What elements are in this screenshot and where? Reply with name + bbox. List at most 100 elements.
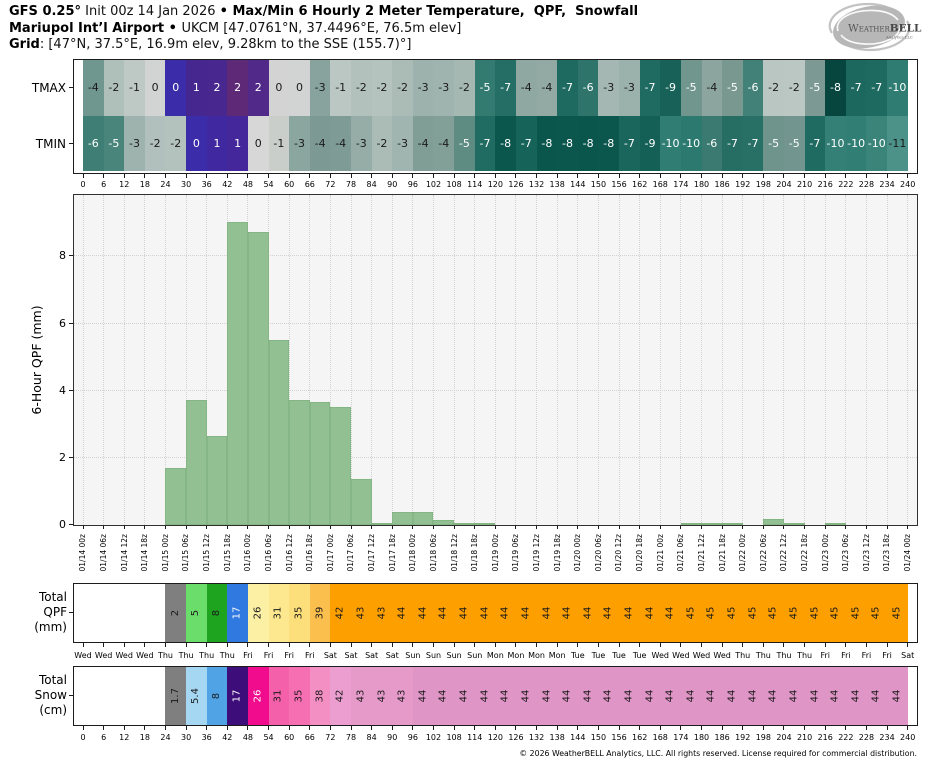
x-tick-mark <box>432 643 434 647</box>
hour-tick-label: 180 <box>693 733 710 742</box>
day-tick-label: Thu <box>755 651 771 660</box>
x-tick-mark <box>123 525 125 530</box>
x-tick-mark <box>474 643 476 647</box>
total-qpf-cell-value: 44 <box>623 606 635 620</box>
x-tick-mark <box>288 174 290 178</box>
x-tick-mark <box>907 174 909 178</box>
x-tick-mark <box>185 525 187 530</box>
hour-tick-label: 66 <box>304 180 315 190</box>
qpf-bar <box>371 523 393 525</box>
total-qpf-cell: 44 <box>536 583 558 642</box>
total-snow-cell: 17 <box>227 666 248 725</box>
x-tick-mark <box>82 174 84 178</box>
date-tick-label: 01/23 06z <box>841 533 851 571</box>
day-tick-label: Wed <box>672 651 690 660</box>
total-qpf-cell: 45 <box>783 583 805 642</box>
x-tick-mark <box>494 726 496 730</box>
total-snow-cell: 44 <box>454 666 475 725</box>
total-snow-cell: 44 <box>495 666 516 725</box>
x-tick-mark <box>247 174 249 178</box>
x-tick-mark <box>288 643 290 647</box>
total-qpf-cell-value: 5 <box>190 609 202 616</box>
x-tick-mark <box>824 525 826 530</box>
total-snow-cell: 44 <box>866 666 888 725</box>
vertical-gridline <box>329 194 331 525</box>
x-tick-mark <box>845 174 847 178</box>
day-tick-label: Sun <box>467 651 483 660</box>
x-tick-mark <box>845 726 847 730</box>
x-tick-mark <box>164 643 166 647</box>
y-tick-label: 2 <box>59 451 66 465</box>
total-snow-cell-value: 44 <box>417 689 429 703</box>
x-tick-mark <box>577 726 579 730</box>
x-tick-mark <box>597 643 599 647</box>
total-qpf-cell-value: 45 <box>767 606 779 620</box>
vertical-gridline <box>164 194 166 525</box>
qpf-bar <box>165 467 187 525</box>
total-snow-cell-value: 44 <box>437 689 449 703</box>
total-snow-cell-value: 44 <box>705 689 717 703</box>
tmin-cell: -9 <box>639 116 661 172</box>
total-snow-cell: 26 <box>247 666 269 725</box>
tmax-cell: -5 <box>474 59 496 116</box>
date-tick-label: 01/21 18z <box>717 533 727 571</box>
tmax-cell: 2 <box>206 59 228 116</box>
total-qpf-cell-value: 17 <box>231 606 243 620</box>
total-qpf-cell-value: 44 <box>664 606 676 620</box>
total-snow-cell: 44 <box>557 666 578 725</box>
total-snow-cell-value: 44 <box>829 689 841 703</box>
hour-tick-label: 60 <box>284 733 295 742</box>
day-tick-label: Thu <box>178 651 194 660</box>
hour-tick-label: 204 <box>776 733 792 742</box>
tmax-cell: -2 <box>392 59 413 116</box>
x-tick-mark <box>391 525 393 530</box>
x-tick-mark <box>391 726 393 730</box>
vertical-gridline <box>82 194 84 525</box>
hour-tick-label: 240 <box>900 180 916 190</box>
x-tick-mark <box>164 174 166 178</box>
hour-tick-label: 36 <box>201 180 212 190</box>
x-tick-mark <box>412 525 414 530</box>
total-snow-cell: 44 <box>763 666 784 725</box>
total-qpf-cell-value: 44 <box>561 606 573 620</box>
x-tick-mark <box>804 726 806 730</box>
total-snow-cell-value: 44 <box>458 689 470 703</box>
x-tick-mark <box>845 643 847 647</box>
tmin-cell: -5 <box>454 116 475 172</box>
tmax-row-label: TMAX <box>31 80 66 95</box>
day-tick-label: Wed <box>713 651 731 660</box>
hour-tick-label: 240 <box>900 733 916 742</box>
x-tick-mark <box>164 726 166 730</box>
date-tick-label: 01/16 06z <box>263 533 273 571</box>
total-qpf-cell: 45 <box>887 583 908 642</box>
x-tick-mark <box>845 525 847 530</box>
x-tick-mark <box>618 174 620 178</box>
qpf-bar <box>330 407 351 525</box>
x-tick-mark <box>577 525 579 530</box>
day-tick-label: Fri <box>841 651 851 660</box>
x-tick-mark <box>432 525 434 530</box>
x-tick-mark <box>494 643 496 647</box>
total-qpf-cell-value: 26 <box>252 606 264 620</box>
tmax-cell: -7 <box>639 59 661 116</box>
date-tick-label: 01/19 06z <box>511 533 521 571</box>
y-tick-mark <box>68 612 73 614</box>
date-tick-label: 01/20 12z <box>614 533 624 571</box>
header-text-segment: : [47°N, 37.5°E, 16.9m elev, 9.28km to t… <box>39 37 412 52</box>
day-tick-label: Sat <box>901 651 915 660</box>
header-text-segment: Init 00z 14 Jan 2026 <box>81 4 220 19</box>
y-tick-mark <box>68 143 73 145</box>
total-snow-cell-value: 44 <box>479 689 491 703</box>
x-tick-mark <box>103 525 105 530</box>
x-tick-mark <box>680 174 682 178</box>
total-snow-cell: 43 <box>392 666 413 725</box>
x-tick-mark <box>515 726 517 730</box>
total-snow-cell-value: 42 <box>334 689 346 703</box>
x-tick-mark <box>865 643 867 647</box>
vertical-gridline <box>515 194 517 525</box>
x-tick-mark <box>762 174 764 178</box>
hour-tick-label: 144 <box>570 733 586 742</box>
hour-tick-label: 228 <box>858 733 875 742</box>
total-qpf-strip-label-line: QPF <box>43 604 67 619</box>
x-tick-mark <box>82 726 84 730</box>
